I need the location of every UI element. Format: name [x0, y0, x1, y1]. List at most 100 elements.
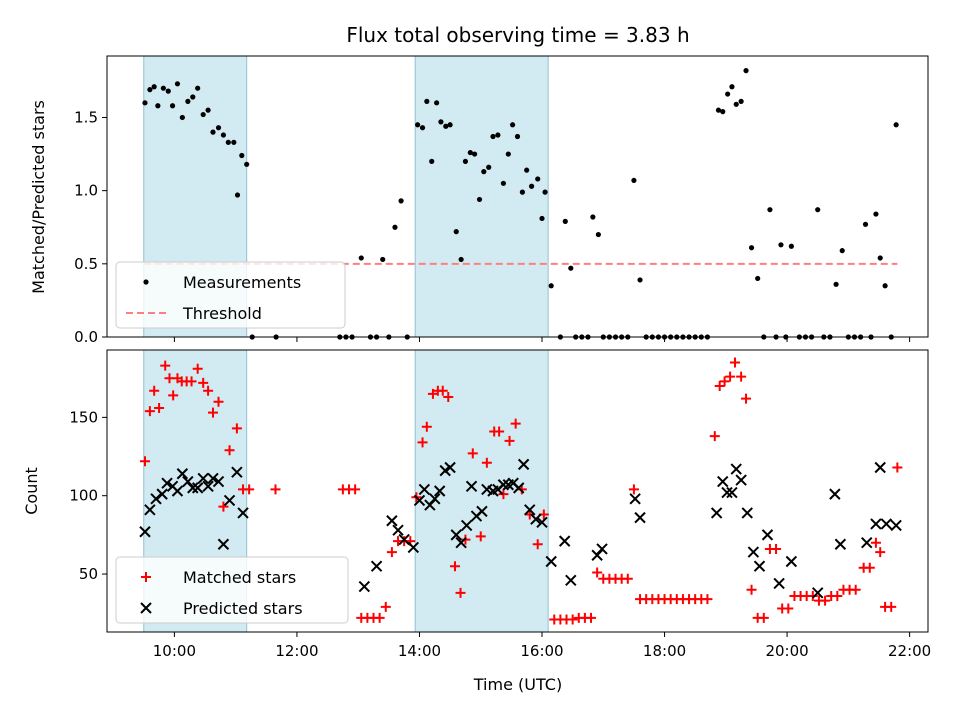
matched-star-point	[224, 445, 235, 456]
measurement-point	[476, 196, 483, 203]
matched-star-point	[154, 402, 165, 413]
predicted-star-point	[513, 482, 525, 494]
measurement-point	[392, 224, 398, 230]
predicted-star-point	[386, 515, 398, 527]
predicted-star-point	[874, 461, 886, 474]
matched-star-point	[892, 462, 903, 473]
measurement-point	[509, 122, 516, 128]
measurement-point	[443, 123, 449, 129]
measurement-point	[562, 218, 568, 224]
matched-star-point	[783, 603, 794, 614]
measurement-point	[190, 94, 196, 100]
measurement-point	[548, 283, 554, 289]
legend-marker-dot	[143, 279, 149, 285]
matched-star-point	[207, 407, 218, 418]
measurement-point	[179, 114, 185, 121]
measurement-point	[733, 101, 739, 107]
matched-star-point	[741, 393, 752, 404]
measurement-point	[481, 169, 487, 175]
matched-star-point	[149, 385, 160, 396]
matched-star-point	[586, 612, 597, 623]
predicted-star-point	[870, 518, 882, 530]
predicted-star-point	[753, 560, 766, 572]
measurement-point	[174, 81, 181, 87]
measurement-point	[778, 242, 784, 248]
matched-star-point	[455, 587, 466, 598]
matched-star-point	[450, 561, 461, 572]
matched-star-point	[270, 484, 281, 495]
predicted-star-point	[429, 493, 441, 505]
counts-panel: 10:00 12:00 14:00 16:00 18:00 20:00 22:00 50 100…	[22, 349, 931, 660]
measurement-point	[169, 103, 176, 109]
measurement-point	[205, 107, 211, 113]
matched-star-point	[203, 385, 214, 396]
measurement-point	[231, 139, 237, 145]
measurement-point	[147, 87, 153, 93]
measurement-point	[637, 277, 643, 283]
matched-star-point	[532, 539, 543, 550]
predicted-star-point	[476, 505, 488, 518]
predicted-star-point	[223, 494, 236, 507]
measurement-point	[429, 158, 435, 164]
matched-star-point	[160, 360, 171, 371]
measurement-point	[155, 103, 161, 109]
predicted-star-point	[465, 480, 478, 493]
predicted-star-point	[761, 529, 774, 541]
matched-star-point	[622, 573, 633, 584]
measurement-point	[380, 256, 386, 263]
matched-star-point	[736, 371, 747, 382]
predicted-star-point	[176, 468, 189, 480]
matched-star-point	[437, 385, 448, 396]
predicted-star-point	[450, 529, 462, 541]
measurement-point	[788, 243, 794, 249]
matched-star-point	[186, 376, 197, 387]
observing-window-span	[414, 349, 549, 633]
legend-marker-plus	[141, 572, 151, 582]
measurement-point	[415, 122, 421, 128]
measurement-point	[458, 256, 464, 263]
measurement-point	[738, 98, 744, 104]
measurement-point	[358, 255, 364, 261]
measurement-point	[524, 167, 530, 173]
matched-star-point	[417, 437, 428, 448]
matched-star-point	[421, 421, 432, 432]
matched-star-point	[374, 612, 385, 623]
matched-star-point	[567, 614, 578, 625]
measurement-point	[568, 265, 574, 271]
matched-star-point	[218, 501, 229, 512]
predicted-star-point	[536, 516, 548, 529]
legend-marker-x	[140, 602, 152, 614]
measurements-panel: 0.0 0.5 1.0 1.5 Matched/Predicted stars Mea…	[29, 55, 929, 346]
matched-star-point	[231, 423, 242, 434]
predicted-star-point	[880, 518, 893, 530]
x-tick-label: 16:00	[520, 642, 563, 660]
measurement-point	[590, 214, 596, 220]
predicted-star-point	[171, 485, 184, 497]
measurement-point	[239, 152, 245, 159]
measurement-point	[453, 229, 459, 235]
predicted-star-point	[433, 485, 446, 497]
matched-star-point	[192, 363, 203, 374]
predicted-star-point	[231, 466, 243, 478]
predicted-star-point	[747, 546, 760, 558]
measurement-point	[462, 158, 469, 164]
predicted-star-point	[187, 482, 199, 494]
predicted-star-point	[161, 477, 173, 489]
matched-star-point	[380, 601, 391, 612]
panel-frame	[106, 349, 929, 633]
measurement-point	[815, 207, 821, 213]
matched-star-point	[510, 418, 521, 429]
measurement-point	[438, 119, 444, 125]
measurement-point	[893, 122, 899, 128]
legend-box	[115, 556, 349, 624]
predicted-star-point	[392, 524, 404, 536]
measurement-point	[535, 176, 541, 182]
predicted-star-point	[890, 519, 902, 532]
predicted-star-point	[773, 577, 785, 590]
x-tick-label: 20:00	[765, 642, 808, 660]
y-axis-label-count: Count	[22, 467, 41, 515]
predicted-star-point	[710, 507, 723, 519]
measurement-point	[833, 281, 839, 287]
x-axis-label: Time (UTC)	[473, 675, 562, 694]
